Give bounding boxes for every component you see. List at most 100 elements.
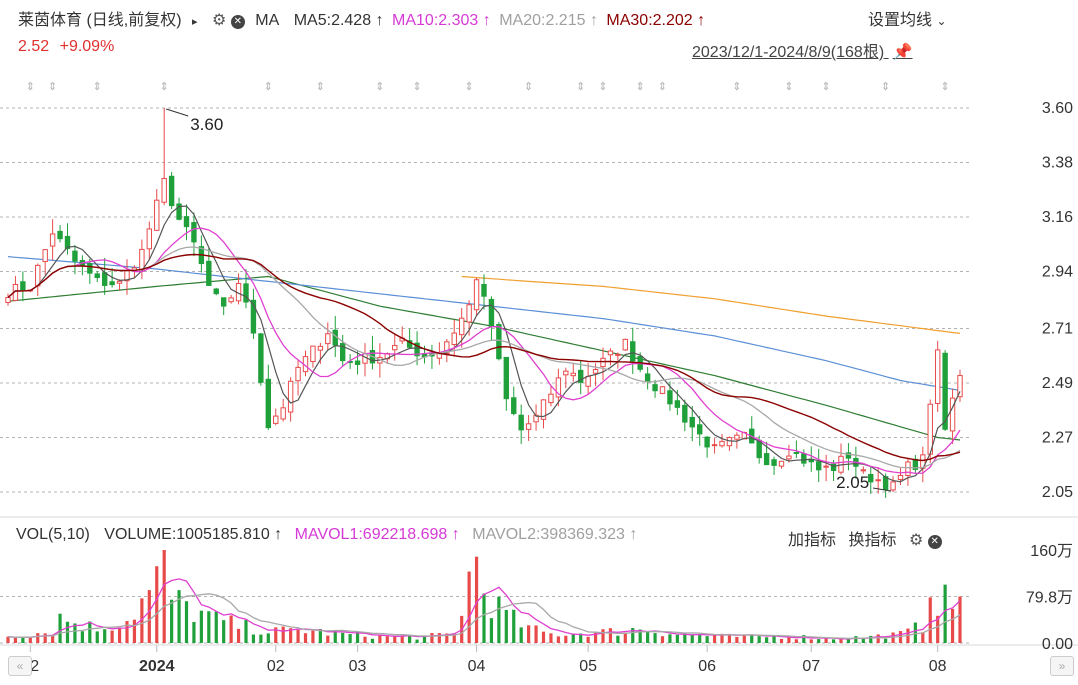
x-tick-label: 05 xyxy=(579,658,597,675)
volume-bar xyxy=(519,627,523,643)
volume-bar xyxy=(80,631,84,643)
volume-bar xyxy=(571,633,575,643)
candle-body xyxy=(957,375,963,398)
volume-bar xyxy=(474,556,479,643)
volume-bar xyxy=(913,622,917,643)
indicator-name: MA xyxy=(255,12,280,29)
volume-bar xyxy=(95,631,99,643)
switch-indicator-button[interactable]: 换指标 xyxy=(848,532,897,549)
price-tick-label: 3.38 xyxy=(1042,155,1073,172)
volume-bar xyxy=(824,637,828,643)
price-tick-label: 2.05 xyxy=(1042,484,1073,501)
candle-body xyxy=(213,288,219,295)
vol-label: VOL(5,10) xyxy=(16,526,90,543)
candle-body xyxy=(273,415,279,424)
event-marker-icon: ⇕ xyxy=(26,81,35,93)
ma20-arrow: ↑ xyxy=(589,12,598,29)
candle-body xyxy=(511,397,517,415)
candle-body xyxy=(644,373,651,382)
scroll-left-button[interactable]: « xyxy=(8,656,32,676)
ma30-label: MA30:2.202 xyxy=(606,12,693,29)
volume-bar xyxy=(43,633,47,643)
candle-body xyxy=(458,317,465,336)
volume-value: VOLUME:1005185.810 xyxy=(104,526,270,543)
volume-tick-label: 160万 xyxy=(1030,543,1073,560)
candle-body xyxy=(548,393,554,404)
candle-body xyxy=(317,345,324,351)
close-icon[interactable]: ✕ xyxy=(230,15,245,29)
volume-bar xyxy=(363,636,367,643)
play-icon[interactable]: ▸ xyxy=(192,16,198,28)
volume-bar xyxy=(593,631,598,643)
candle-body xyxy=(444,341,450,355)
price-tick-label: 2.49 xyxy=(1042,375,1073,392)
candle-body xyxy=(101,272,108,286)
volume-bar xyxy=(289,628,293,643)
candle-body xyxy=(49,233,56,247)
volume-bar xyxy=(13,637,18,643)
volume-bar xyxy=(274,627,278,643)
volume-bar xyxy=(132,619,137,643)
scroll-right-button[interactable]: » xyxy=(1050,656,1074,676)
candle-body xyxy=(265,378,272,429)
volume-bar xyxy=(311,630,315,643)
candle-body xyxy=(570,372,576,377)
settings-ma-button[interactable]: 设置均线 ⌄ xyxy=(868,6,947,30)
volume-bar xyxy=(727,633,732,643)
candle-body xyxy=(5,297,11,303)
volume-arrow: ↑ xyxy=(274,526,283,543)
volume-bar xyxy=(177,590,181,643)
ma20-label: MA20:2.215 xyxy=(499,12,586,29)
volume-bar xyxy=(601,629,605,643)
volume-bar xyxy=(527,625,531,643)
stock-name[interactable]: 莱茵体育 xyxy=(18,12,83,29)
volume-bar xyxy=(355,631,360,643)
ma5-line xyxy=(7,205,961,483)
price-change: +9.09% xyxy=(59,38,115,55)
price-tick-label: 2.94 xyxy=(1042,264,1073,281)
volume-close-icon[interactable]: ✕ xyxy=(927,535,942,549)
candle-body xyxy=(243,283,249,303)
x-tick-label: 06 xyxy=(698,658,716,675)
volume-bar xyxy=(393,635,397,643)
candle-body xyxy=(287,380,294,413)
volume-bar xyxy=(348,634,352,643)
event-marker-icon: ⇕ xyxy=(48,81,57,93)
volume-bar xyxy=(222,620,226,643)
volume-tick-label: 79.8万 xyxy=(1026,590,1073,607)
volume-bar xyxy=(341,632,345,643)
candle-body xyxy=(875,479,881,482)
volume-bar xyxy=(318,629,322,643)
volume-bar xyxy=(497,596,501,643)
gear-icon[interactable]: ⚙ xyxy=(212,12,227,29)
volume-bar xyxy=(660,636,665,643)
add-indicator-button[interactable]: 加指标 xyxy=(788,532,837,549)
candle-body xyxy=(87,263,93,274)
x-tick-label: 2024 xyxy=(139,658,175,675)
volume-bar xyxy=(556,636,560,643)
volume-bar xyxy=(445,633,449,643)
candle-body xyxy=(503,356,510,400)
period-label[interactable]: (日线,前复权) xyxy=(86,12,182,29)
volume-bar xyxy=(140,598,144,643)
event-marker-icon: ⇕ xyxy=(316,81,325,93)
volume-gear-icon[interactable]: ⚙ xyxy=(908,532,924,549)
volume-bar xyxy=(408,635,412,643)
candle-body xyxy=(183,216,190,228)
pin-icon[interactable]: 📌 xyxy=(892,44,913,61)
date-range[interactable]: 2023/12/1-2024/8/9(168根) 📌 xyxy=(692,38,913,62)
volume-bar xyxy=(207,611,211,643)
volume-bar xyxy=(155,566,159,643)
candle-body xyxy=(860,469,867,472)
volume-bar xyxy=(943,584,947,643)
volume-bar xyxy=(110,630,114,643)
candle-body xyxy=(667,390,673,405)
candle-body xyxy=(801,453,807,464)
mavol1-arrow: ↑ xyxy=(451,526,460,543)
candle-body xyxy=(771,459,777,466)
volume-bar xyxy=(251,634,256,643)
candle-body xyxy=(942,352,948,430)
volume-bar xyxy=(884,638,888,643)
volume-bar xyxy=(415,639,419,643)
